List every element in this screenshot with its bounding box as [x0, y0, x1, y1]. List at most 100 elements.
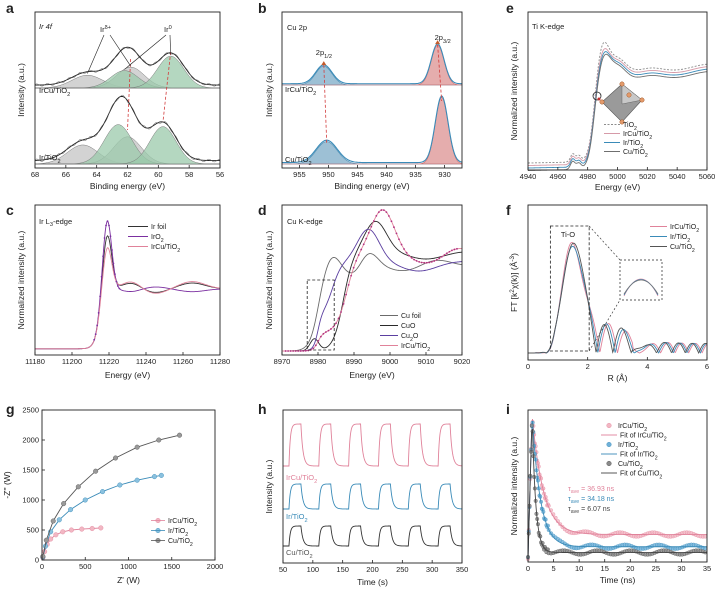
fit-line	[527, 418, 707, 560]
guide-line-2p3-2	[437, 44, 443, 102]
x-tick-label: 11180	[25, 357, 45, 366]
panel-label-c: c	[6, 202, 14, 218]
x-tick-label: 4940	[520, 172, 537, 181]
x-tick-label: 1500	[163, 562, 180, 571]
data-marker	[332, 325, 335, 328]
spectrum-cu	[282, 95, 463, 165]
zoom-inset	[588, 225, 663, 352]
tau-annotation: τave = 6.07 ns	[568, 506, 611, 515]
legend-label: IrCu/TiO2	[623, 131, 652, 141]
data-marker	[428, 261, 431, 264]
y-tick-label: 1000	[22, 496, 39, 505]
panel-title: Cu K-edge	[287, 217, 323, 226]
peak-2p3-2	[282, 97, 463, 165]
series-label-cu: Cu/TiO2	[285, 155, 312, 167]
data-point	[703, 534, 708, 539]
x-axis-label: Energy (eV)	[105, 370, 151, 380]
x-tick-label: 350	[456, 565, 469, 574]
octahedron-shade	[621, 83, 643, 105]
x-tick-label: 0	[40, 562, 44, 571]
envelope-line	[282, 95, 463, 164]
x-axis-label: Time (s)	[357, 577, 388, 587]
guide-line-2p1-2	[323, 64, 328, 144]
x-tick-label: 8990	[346, 357, 363, 366]
data-point	[43, 537, 49, 543]
series-line-2	[283, 525, 463, 547]
data-marker	[317, 339, 320, 342]
y-axis-label: Intensity (a.u.)	[264, 63, 274, 117]
x-tick-label: 4960	[549, 172, 566, 181]
annotation-2p3-2: 2p3/2	[435, 33, 451, 45]
data-marker	[118, 287, 121, 290]
x-tick-label: 11260	[173, 357, 193, 366]
data-marker	[433, 260, 436, 262]
arrow-ir-0-1	[124, 34, 167, 70]
data-marker	[370, 225, 373, 228]
data-marker	[375, 215, 378, 217]
data-marker	[319, 335, 322, 338]
x-tick-label: 950	[322, 170, 335, 179]
legend-label: Cu/TiO2	[168, 538, 193, 548]
arrow-ir-0-2	[169, 34, 171, 55]
x-tick-label: 5020	[639, 172, 656, 181]
x-tick-label: 5000	[609, 172, 626, 181]
plot-frame	[281, 11, 463, 169]
series-2	[40, 432, 183, 559]
data-marker	[388, 215, 390, 217]
zoom-box	[306, 279, 335, 351]
x-tick-label: 1000	[120, 562, 137, 571]
x-tick-label: 15	[601, 564, 609, 573]
data-marker	[312, 347, 315, 350]
x-tick-label: 58	[185, 170, 193, 179]
data-point	[151, 474, 157, 480]
data-point	[158, 472, 164, 478]
data-marker	[398, 238, 400, 241]
inset-curve	[623, 279, 659, 295]
data-marker	[390, 220, 393, 223]
legend-label: IrCu/TiO2	[151, 244, 180, 254]
y-tick-label: 2500	[22, 406, 39, 415]
x-axis-label: Energy (eV)	[595, 182, 641, 192]
series-label-ir: Ir/TiO2	[39, 153, 61, 165]
data-marker	[345, 293, 347, 296]
marker-2p3-2	[435, 40, 441, 45]
data-point	[40, 553, 46, 559]
series-line-1	[528, 245, 708, 354]
data-marker	[423, 261, 426, 264]
data-marker	[289, 350, 292, 352]
y-axis-label: Normalized intensity (a.u.)	[264, 230, 274, 329]
series-line-0	[282, 253, 463, 352]
data-marker	[425, 261, 428, 264]
x-tick-label: 0	[526, 362, 530, 371]
data-marker	[403, 248, 405, 250]
data-marker	[443, 254, 446, 256]
series-line-1	[283, 483, 463, 510]
data-point	[82, 497, 88, 503]
y-axis-label: Normalized intensity (a.u.)	[509, 436, 519, 535]
plot-frame	[527, 204, 708, 361]
data-marker	[395, 232, 398, 235]
series-line-0	[528, 242, 708, 354]
data-marker	[350, 274, 353, 277]
vacancy-dot	[597, 97, 601, 101]
panel-title: Ti K-edge	[532, 22, 564, 31]
legend-label: Cu/TiO2	[618, 461, 643, 471]
legend-label: Ir/TiO2	[623, 140, 643, 150]
x-tick-label: 8980	[310, 357, 327, 366]
data-point	[177, 432, 183, 438]
x-tick-label: 150	[336, 565, 349, 574]
legend-fit-label: Fit of Cu/TiO2	[620, 471, 662, 481]
series-1	[40, 472, 164, 560]
series-line-1	[527, 48, 708, 166]
plot-frame	[281, 204, 463, 356]
raw-data-line	[34, 94, 221, 163]
panel-label-b: b	[258, 0, 267, 16]
fit-line	[42, 434, 180, 557]
data-marker	[430, 260, 433, 263]
data-point	[156, 437, 162, 443]
data-marker	[367, 231, 370, 234]
